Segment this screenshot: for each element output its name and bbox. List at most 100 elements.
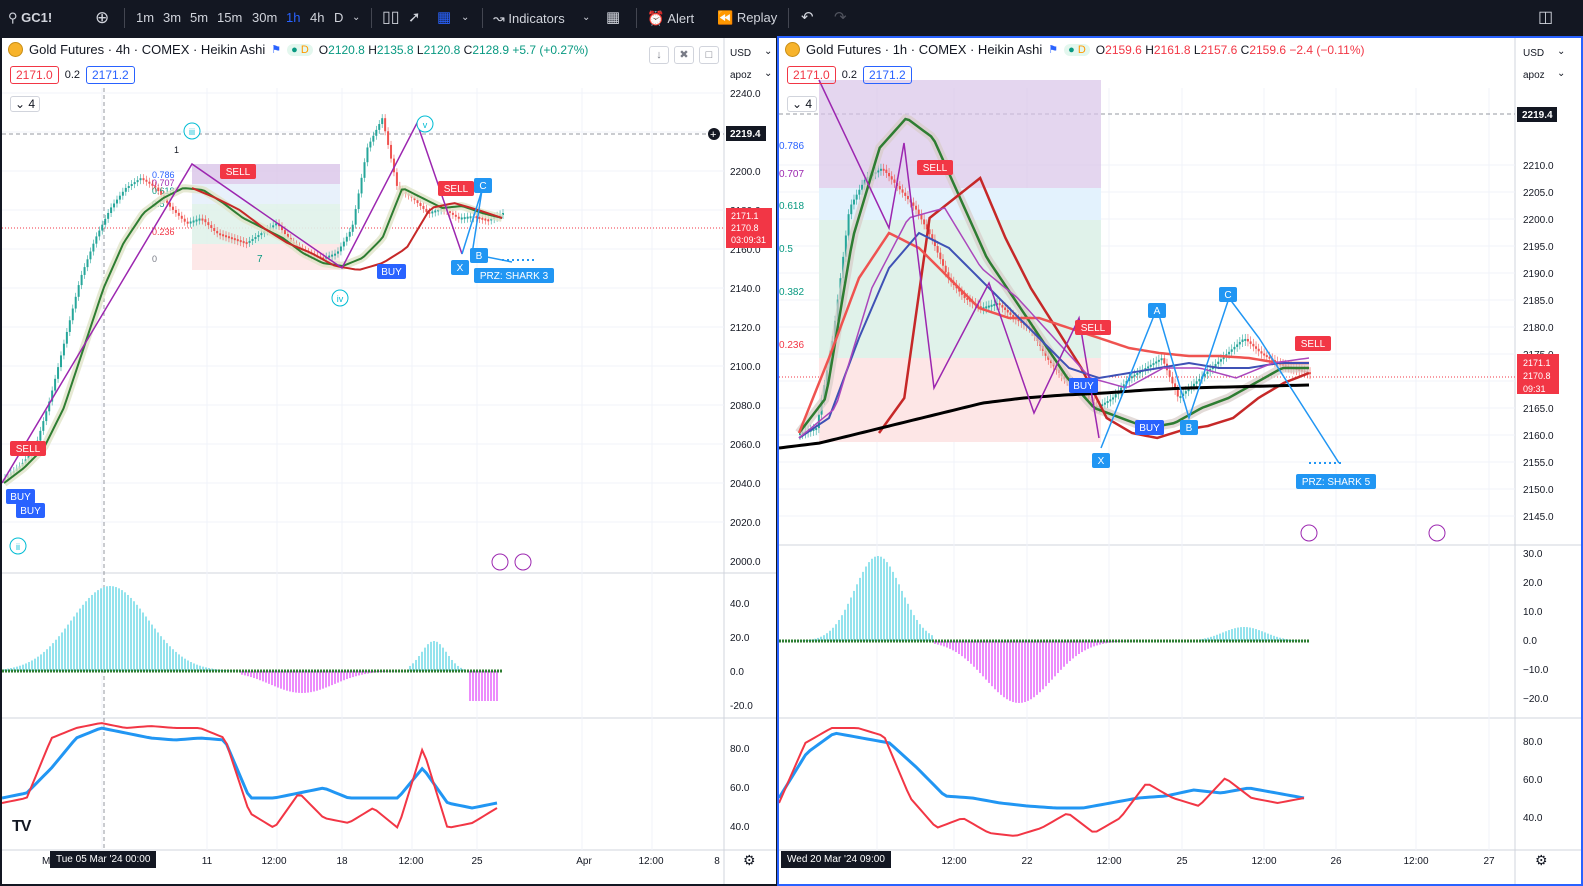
redo-icon[interactable]: ↷ bbox=[834, 9, 847, 26]
right-ma-purple bbox=[798, 207, 1310, 439]
indicators-button[interactable]: ↝ Indicators bbox=[493, 0, 565, 36]
timeframe-5m[interactable]: 5m bbox=[190, 10, 209, 25]
right-scale-mode[interactable]: apoz bbox=[1523, 70, 1545, 81]
right-chart-canvas[interactable]: 2210.02205.02200.02195.02190.02185.02180… bbox=[779, 38, 1583, 886]
left-candle bbox=[166, 198, 169, 203]
left-collapse-count: 4 bbox=[28, 97, 36, 111]
right-price-tick: 2210.0 bbox=[1523, 161, 1554, 172]
left-maximize-icon[interactable]: □ bbox=[699, 46, 719, 64]
symbol-search[interactable]: ⚲ GC1! bbox=[8, 0, 52, 36]
left-candle bbox=[378, 124, 381, 130]
left-last-price-text: 2170.8 bbox=[731, 223, 759, 233]
right-time-tick: 26 bbox=[1330, 856, 1342, 867]
heikin-ashi-icon[interactable]: ▦ bbox=[437, 9, 452, 26]
right-time-tick: 12:00 bbox=[941, 856, 966, 867]
left-scale-mode[interactable]: apoz bbox=[730, 70, 752, 81]
right-spread: 0.2 bbox=[841, 69, 857, 81]
timeframe-30m[interactable]: 30m bbox=[252, 10, 278, 25]
timeframe-1m[interactable]: 1m bbox=[136, 10, 155, 25]
replay-button[interactable]: ⏪ Replay bbox=[717, 0, 777, 36]
right-candle bbox=[915, 205, 918, 210]
left-indicator-collapse[interactable]: ⌄ 4 bbox=[10, 96, 41, 112]
right-candle bbox=[1009, 312, 1012, 315]
right-ask-button[interactable]: 2171.2 bbox=[863, 66, 912, 84]
right-fib-label: 0.618 bbox=[779, 201, 804, 212]
left-candle bbox=[331, 254, 334, 257]
right-chart-pane[interactable]: 2210.0 2205.0 2200.0 2195.0 2190.0 2185.0 2180… bbox=[777, 36, 1583, 886]
right-bid-button[interactable]: 2171.0 bbox=[787, 66, 836, 84]
right-settings-gear-icon[interactable]: ⚙ bbox=[1535, 852, 1548, 868]
chart-type-chevron-down-icon[interactable]: ⌄ bbox=[461, 12, 470, 23]
left-candle bbox=[104, 218, 107, 225]
left-candle bbox=[98, 230, 101, 237]
left-low: 2120.8 bbox=[423, 42, 461, 57]
left-wave-label: v bbox=[423, 120, 428, 130]
timeframe-1h[interactable]: 1h bbox=[286, 10, 301, 25]
panel-toggle-icon[interactable]: ◫ bbox=[1538, 9, 1554, 26]
left-scale-chevron-icon[interactable]: ⌄ bbox=[764, 68, 773, 79]
timeframe-4h[interactable]: 4h bbox=[310, 10, 325, 25]
right-candle bbox=[1182, 393, 1185, 397]
right-currency-label[interactable]: USD bbox=[1523, 48, 1545, 59]
left-candle bbox=[484, 218, 487, 221]
left-candle bbox=[245, 242, 248, 245]
left-market-status[interactable]: ● D bbox=[287, 43, 313, 56]
left-candle bbox=[463, 217, 466, 220]
left-candle bbox=[230, 237, 233, 240]
right-rsi-line bbox=[779, 727, 1305, 837]
flag-icon[interactable]: ⚑ bbox=[1048, 44, 1059, 56]
right-last-price-text: 2171.1 bbox=[1523, 358, 1551, 368]
left-candle bbox=[416, 200, 419, 204]
left-candle bbox=[345, 236, 348, 242]
right-scale-chevron-icon[interactable]: ⌄ bbox=[1557, 68, 1566, 79]
right-time-tick: 12:00 bbox=[1251, 856, 1276, 867]
left-ask-button[interactable]: 2171.2 bbox=[86, 66, 135, 84]
left-symbol-title[interactable]: Gold Futures · 4h · COMEX · Heikin Ashi bbox=[29, 42, 266, 57]
left-bid-button[interactable]: 2171.0 bbox=[10, 66, 59, 84]
timeframe-3m[interactable]: 3m bbox=[163, 10, 182, 25]
left-currency-label[interactable]: USD bbox=[730, 48, 752, 59]
indicators-chevron-down-icon[interactable]: ⌄ bbox=[582, 12, 591, 23]
timeframe-chevron-down-icon[interactable]: ⌄ bbox=[352, 12, 361, 23]
timeframe-15m[interactable]: 15m bbox=[217, 10, 243, 25]
left-price-tick: 2120.0 bbox=[730, 323, 761, 334]
left-scroll-down-icon[interactable]: ↓ bbox=[649, 46, 669, 64]
alert-button[interactable]: ⏰ Alert bbox=[647, 0, 694, 36]
left-candle bbox=[151, 183, 154, 186]
right-candle bbox=[1139, 371, 1141, 374]
layout-grid-icon[interactable]: ▦ bbox=[606, 9, 621, 26]
left-chart-canvas[interactable]: 2240.02220.02200.02180.02160.02140.02120… bbox=[2, 38, 778, 886]
left-candle bbox=[334, 253, 337, 256]
left-settings-gear-icon[interactable]: ⚙ bbox=[743, 852, 756, 868]
left-chart-pane[interactable]: 2240.02220.02200.02180.02160.02140.02120… bbox=[0, 36, 778, 886]
right-macd-tick: −20.0 bbox=[1523, 694, 1549, 705]
left-candle bbox=[77, 285, 80, 297]
left-last-price-text: 2171.1 bbox=[731, 211, 759, 221]
candles-icon[interactable]: ▯▯ bbox=[382, 9, 400, 26]
right-candle bbox=[923, 219, 926, 225]
undo-icon[interactable]: ↶ bbox=[801, 9, 814, 26]
left-time-tick: 11 bbox=[202, 856, 213, 867]
left-candle bbox=[360, 177, 363, 194]
right-market-status[interactable]: ● D bbox=[1064, 43, 1090, 56]
left-candle bbox=[121, 191, 124, 196]
right-bid-ask: 2171.0 0.2 2171.2 bbox=[787, 66, 912, 84]
right-candle bbox=[1101, 404, 1104, 407]
left-candle bbox=[466, 216, 469, 219]
right-currency-chevron-icon[interactable]: ⌄ bbox=[1557, 46, 1566, 57]
left-wave-label-1: 1 bbox=[174, 145, 179, 155]
line-chart-icon[interactable]: ➚ bbox=[408, 9, 421, 26]
left-collapse-icon[interactable]: ✖ bbox=[674, 46, 694, 64]
right-symbol-title[interactable]: Gold Futures · 1h · COMEX · Heikin Ashi bbox=[806, 42, 1043, 57]
left-currency-chevron-icon[interactable]: ⌄ bbox=[764, 46, 773, 57]
right-indicator-collapse[interactable]: ⌄ 4 bbox=[787, 96, 818, 112]
timeframe-d[interactable]: D bbox=[334, 10, 344, 25]
tradingview-logo[interactable]: TV bbox=[12, 818, 31, 835]
left-candle bbox=[242, 241, 245, 244]
left-pattern-c-bg bbox=[474, 178, 492, 193]
left-candle bbox=[451, 212, 454, 215]
right-pattern-c-bg bbox=[1219, 287, 1237, 302]
right-candle bbox=[1241, 339, 1244, 342]
flag-icon[interactable]: ⚑ bbox=[271, 44, 282, 56]
compare-add-icon[interactable]: ⊕ bbox=[95, 8, 110, 27]
